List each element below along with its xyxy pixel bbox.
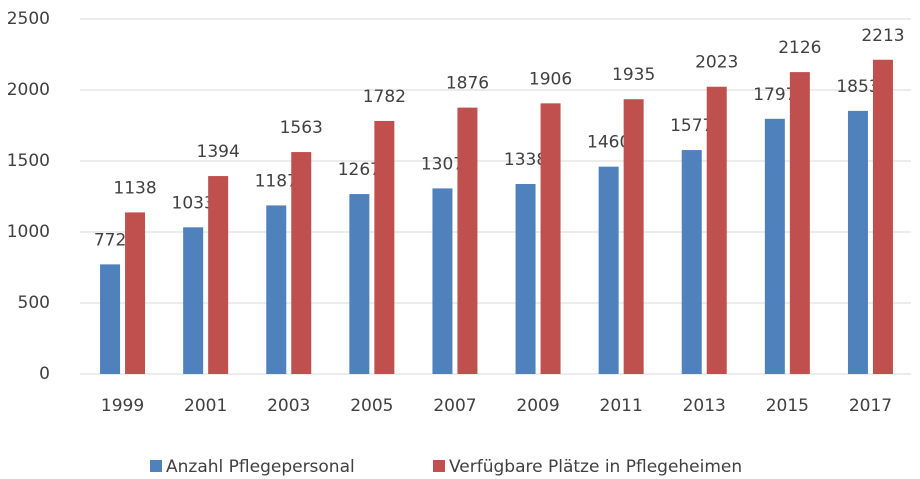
data-label: 1187 — [255, 171, 298, 191]
data-label: 1563 — [280, 118, 323, 138]
bar — [457, 107, 478, 374]
legend-label: Verfügbare Plätze in Pflegeheimen — [449, 457, 742, 477]
x-tick-label: 2015 — [766, 396, 809, 416]
data-label: 2023 — [695, 53, 738, 73]
legend-swatch — [150, 460, 162, 472]
legend-swatch — [433, 460, 445, 472]
bar — [183, 227, 204, 374]
y-tick-label: 2500 — [7, 9, 50, 29]
x-tick-label: 2005 — [350, 396, 393, 416]
x-tick-label: 2003 — [267, 396, 310, 416]
bar — [706, 86, 727, 374]
x-tick-label: 2001 — [184, 396, 227, 416]
bar — [515, 184, 536, 374]
bar — [764, 118, 785, 375]
data-label: 1797 — [753, 85, 796, 105]
data-label: 1782 — [363, 87, 406, 107]
bar — [374, 120, 395, 375]
data-label: 1033 — [172, 193, 215, 213]
data-label: 1876 — [446, 74, 489, 94]
bar — [789, 72, 810, 374]
bar — [100, 264, 121, 374]
y-tick-label: 1000 — [7, 222, 50, 242]
bar — [125, 212, 146, 374]
bar — [349, 194, 370, 374]
bar — [623, 99, 644, 374]
data-label: 2126 — [778, 38, 821, 58]
bar — [432, 188, 453, 374]
x-tick-label: 2009 — [516, 396, 559, 416]
x-tick-label: 2013 — [683, 396, 726, 416]
data-label: 1906 — [529, 69, 572, 89]
legend-label: Anzahl Pflegepersonal — [166, 457, 355, 477]
y-tick-label: 500 — [18, 293, 50, 313]
bar — [208, 176, 229, 374]
bar — [291, 152, 312, 374]
data-label: 1138 — [113, 178, 156, 198]
y-tick-label: 0 — [39, 364, 50, 384]
bar — [847, 110, 868, 375]
data-label: 1460 — [587, 133, 630, 153]
bar — [266, 205, 287, 374]
x-tick-label: 2007 — [433, 396, 476, 416]
bar — [598, 166, 619, 374]
bar — [540, 103, 561, 375]
data-label: 1267 — [338, 160, 381, 180]
data-label: 1338 — [504, 150, 547, 170]
data-label: 1307 — [421, 154, 464, 174]
x-tick-label: 1999 — [101, 396, 144, 416]
data-label: 772 — [94, 230, 126, 250]
bar — [872, 59, 893, 375]
x-tick-label: 2011 — [600, 396, 643, 416]
data-label: 1853 — [836, 77, 879, 97]
data-label: 1394 — [197, 142, 240, 162]
data-label: 1577 — [670, 116, 713, 136]
data-label: 2213 — [861, 26, 904, 46]
y-tick-label: 2000 — [7, 80, 50, 100]
bar — [681, 150, 702, 374]
y-tick-label: 1500 — [7, 151, 50, 171]
data-label: 1935 — [612, 65, 655, 85]
x-tick-label: 2017 — [849, 396, 892, 416]
